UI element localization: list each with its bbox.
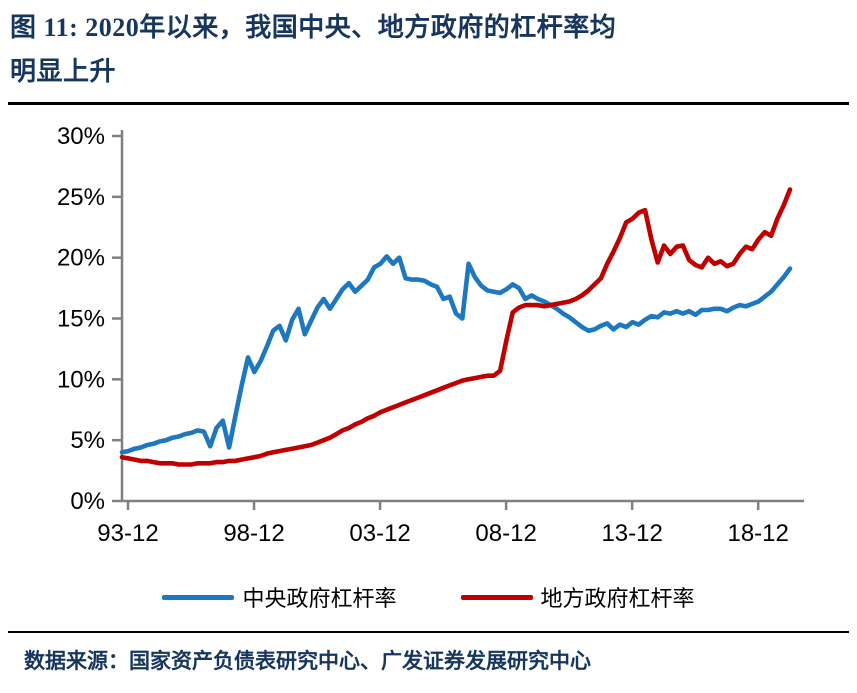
chart-legend: 中央政府杠杆率 地方政府杠杆率 xyxy=(0,581,857,613)
footer-divider xyxy=(8,631,849,633)
svg-text:30%: 30% xyxy=(57,123,105,150)
svg-text:18-12: 18-12 xyxy=(727,520,788,547)
svg-text:93-12: 93-12 xyxy=(97,520,158,547)
legend-label-central: 中央政府杠杆率 xyxy=(242,586,397,611)
svg-text:15%: 15% xyxy=(57,306,105,333)
svg-text:25%: 25% xyxy=(57,184,105,211)
figure-title: 图 11: 2020年以来，我国中央、地方政府的杠杆率均 明显上升 xyxy=(10,6,847,94)
title-divider xyxy=(8,102,849,105)
figure-title-line2: 明显上升 xyxy=(10,57,117,86)
svg-text:10%: 10% xyxy=(57,366,105,393)
legend-item-local: 地方政府杠杆率 xyxy=(460,581,695,613)
svg-text:03-12: 03-12 xyxy=(349,520,410,547)
data-source-text: 数据来源：国家资产负债表研究中心、广发证券发展研究中心 xyxy=(24,649,591,673)
local-series-line-swatch xyxy=(460,594,533,600)
svg-text:5%: 5% xyxy=(70,427,105,454)
legend-item-central: 中央政府杠杆率 xyxy=(162,581,397,613)
svg-text:98-12: 98-12 xyxy=(223,520,284,547)
figure-title-line1: 图 11: 2020年以来，我国中央、地方政府的杠杆率均 xyxy=(10,13,617,42)
svg-text:0%: 0% xyxy=(70,488,105,515)
central-series-line-swatch xyxy=(162,594,235,600)
report-figure-page: 图 11: 2020年以来，我国中央、地方政府的杠杆率均 明显上升 0% 5% 10… xyxy=(0,6,857,693)
leverage-line-chart: 0% 5% 10% 15% 20% 25% 30% 93-12 98-12 03-12 08-12 1… xyxy=(0,105,857,555)
legend-label-local: 地方政府杠杆率 xyxy=(540,586,695,611)
svg-text:20%: 20% xyxy=(57,245,105,272)
svg-text:13-12: 13-12 xyxy=(601,520,662,547)
chart-canvas: 0% 5% 10% 15% 20% 25% 30% 93-12 98-12 03-12 08-12 1… xyxy=(57,123,804,547)
svg-text:08-12: 08-12 xyxy=(475,520,536,547)
